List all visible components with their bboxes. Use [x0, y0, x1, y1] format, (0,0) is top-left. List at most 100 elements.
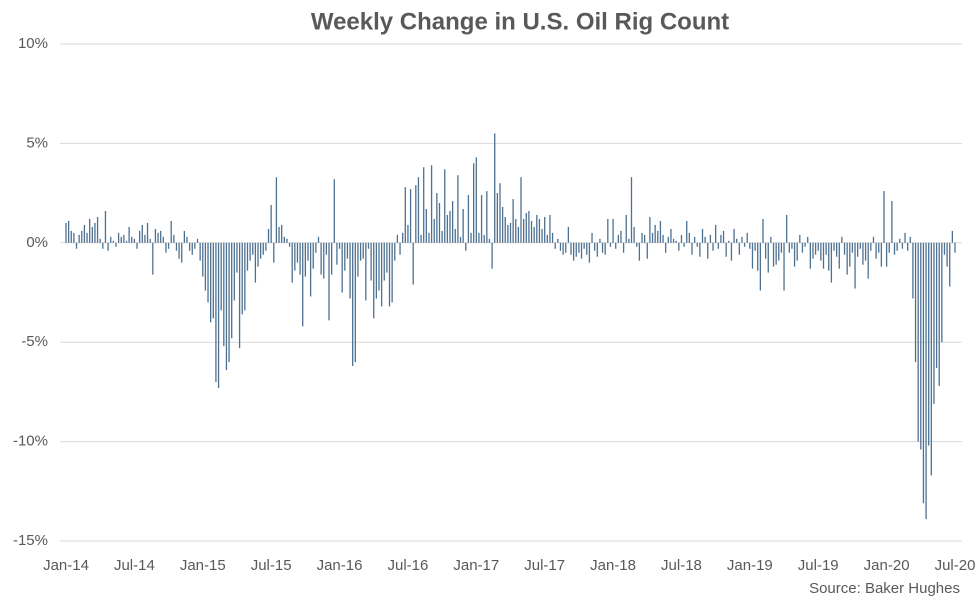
- bar: [725, 242, 727, 257]
- bar: [572, 242, 575, 261]
- bar: [899, 238, 901, 243]
- bar: [160, 230, 162, 243]
- bar: [449, 210, 451, 243]
- bar: [838, 242, 840, 269]
- bar: [362, 242, 364, 259]
- bar: [867, 242, 869, 279]
- bar: [302, 242, 304, 327]
- bar: [123, 234, 125, 243]
- bar: [920, 242, 922, 450]
- bar: [617, 234, 619, 243]
- bar: [349, 242, 351, 299]
- bar: [399, 242, 401, 255]
- bar: [436, 193, 438, 243]
- bar: [99, 238, 101, 243]
- bar: [238, 242, 241, 349]
- bar: [880, 242, 883, 267]
- bar: [391, 242, 393, 303]
- bar: [370, 242, 372, 281]
- bar: [196, 238, 199, 243]
- bar: [914, 242, 917, 363]
- bar: [378, 242, 380, 291]
- bar: [594, 242, 596, 251]
- bar: [244, 242, 246, 311]
- bar: [236, 242, 238, 273]
- bar: [357, 242, 359, 277]
- bar: [454, 228, 456, 243]
- bar: [551, 232, 554, 243]
- bar: [643, 234, 646, 243]
- bar: [223, 242, 225, 347]
- bar: [304, 242, 306, 277]
- bar: [388, 242, 391, 307]
- bar: [701, 228, 704, 243]
- bar: [759, 242, 762, 291]
- bar: [338, 242, 341, 249]
- bar: [559, 242, 562, 251]
- bar: [462, 209, 464, 243]
- bar: [636, 242, 638, 247]
- bar: [707, 242, 709, 259]
- bar: [583, 242, 585, 249]
- bar: [181, 242, 183, 263]
- bar: [741, 236, 743, 243]
- bar: [686, 220, 688, 243]
- bar: [722, 230, 725, 243]
- bar: [365, 242, 367, 301]
- bar: [717, 242, 719, 249]
- bar: [746, 232, 748, 243]
- bar: [607, 218, 609, 243]
- bar: [81, 230, 83, 243]
- bar: [67, 220, 70, 243]
- bar: [183, 230, 186, 243]
- bar: [691, 242, 693, 255]
- bar: [533, 226, 535, 243]
- bar: [344, 242, 346, 271]
- bar: [323, 242, 325, 279]
- bar: [651, 232, 654, 243]
- bar: [278, 226, 280, 243]
- bar: [544, 216, 546, 243]
- bar: [662, 234, 664, 243]
- bar: [346, 242, 349, 259]
- bar: [117, 232, 120, 243]
- bar: [488, 238, 491, 243]
- bar: [628, 238, 630, 243]
- bar: [646, 242, 648, 259]
- bar: [728, 240, 730, 243]
- bar: [693, 236, 696, 243]
- bar: [233, 242, 235, 301]
- bar: [404, 187, 406, 243]
- bar: [901, 242, 904, 249]
- bar: [625, 214, 627, 243]
- bar: [459, 236, 462, 243]
- bar: [754, 242, 756, 251]
- bar: [699, 242, 701, 257]
- bar: [641, 232, 643, 243]
- bar: [438, 203, 441, 243]
- bar: [262, 242, 264, 255]
- bar: [872, 236, 875, 243]
- bar: [925, 242, 927, 520]
- bar: [591, 232, 593, 243]
- bar: [252, 242, 254, 255]
- bar: [586, 242, 588, 255]
- bar: [609, 242, 612, 247]
- bar: [554, 242, 556, 249]
- bar: [930, 242, 932, 476]
- bar: [549, 214, 551, 243]
- bar: [467, 195, 470, 243]
- bar: [885, 242, 888, 267]
- x-tick-label: Jul-15: [251, 557, 292, 574]
- bar: [359, 242, 362, 261]
- bar: [780, 242, 783, 253]
- bar: [354, 242, 356, 363]
- bar: [672, 238, 675, 243]
- bar: [675, 240, 677, 243]
- bar: [494, 133, 496, 243]
- x-tick-label: Jul-17: [524, 557, 565, 574]
- bar: [270, 205, 272, 243]
- bar: [86, 232, 88, 243]
- bar: [633, 226, 635, 243]
- bar: [380, 242, 383, 307]
